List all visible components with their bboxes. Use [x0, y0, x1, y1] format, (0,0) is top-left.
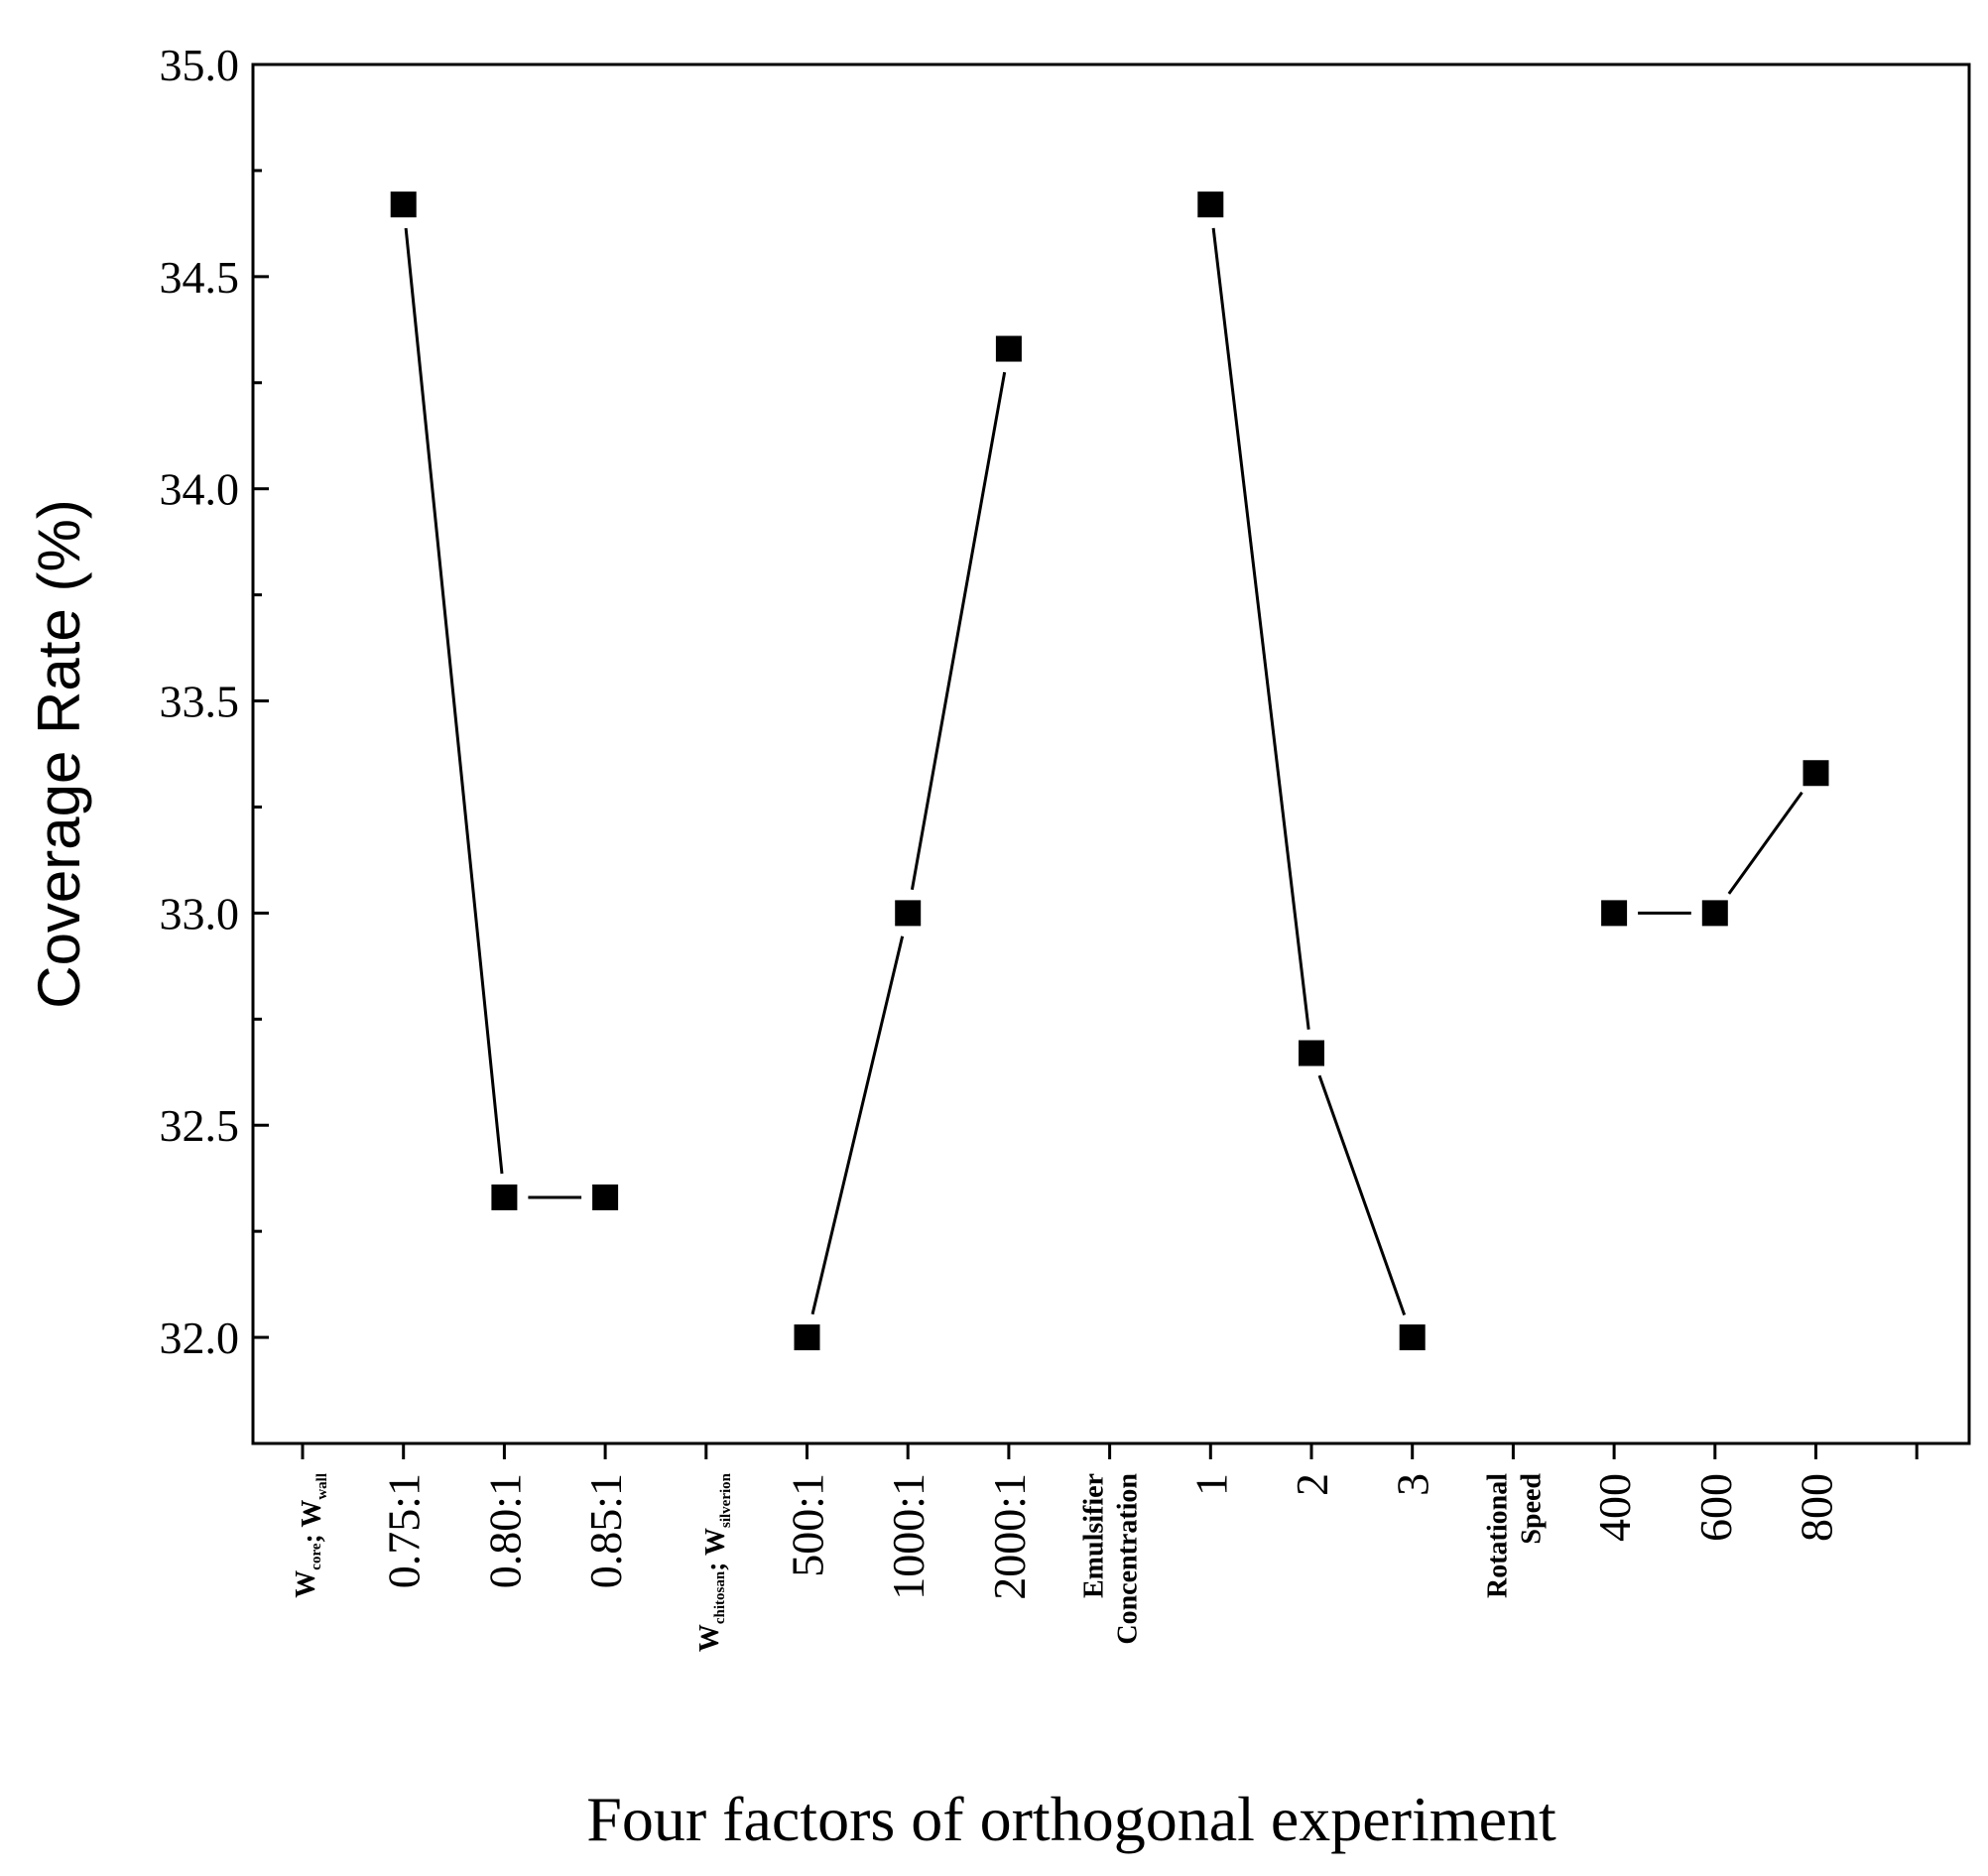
series-segment: [910, 371, 1007, 891]
data-point-marker: [390, 191, 417, 218]
x-axis: Wcore; Wwall 0.75:1 0.80:1 0.85:1 Wchitosan;…: [291, 1443, 1919, 1652]
x-tick-label: 2: [1287, 1473, 1337, 1496]
x-tick-label: 0.85:1: [580, 1473, 631, 1588]
series-segment: [810, 936, 905, 1315]
data-point-marker: [1802, 760, 1829, 787]
series-segment: [1211, 227, 1310, 1030]
x-tick-label: 500:1: [783, 1473, 833, 1577]
y-tick-label: 33.5: [160, 677, 240, 727]
data-point-marker: [592, 1184, 619, 1210]
x-tick-label: 600: [1690, 1473, 1741, 1542]
y-tick-label: 34.0: [160, 464, 240, 515]
y-tick-label: 34.5: [160, 252, 240, 303]
x-factor-label: Emulsifier: [1079, 1473, 1110, 1598]
y-tick-label: 32.5: [160, 1100, 240, 1151]
x-factor-label: Wcore; Wwall: [291, 1473, 330, 1598]
x-tick-label: 0.75:1: [379, 1473, 430, 1588]
series-segment: [1317, 1074, 1407, 1315]
x-tick-label: 0.80:1: [479, 1473, 530, 1588]
y-axis-title: Coverage Rate (%): [26, 499, 92, 1009]
x-factor-label: Concentration: [1113, 1473, 1144, 1645]
data-point-marker: [491, 1184, 518, 1210]
x-tick-label: 3: [1388, 1473, 1438, 1496]
x-factor-label: Wchitosan; Wsilverion: [694, 1472, 734, 1652]
x-factor-label: Rotational: [1482, 1473, 1513, 1598]
data-point-marker: [794, 1324, 820, 1351]
y-axis: 32.0 32.5 33.0 33.5 34.0 34.5 35.0: [160, 40, 269, 1363]
x-axis-title: Four factors of orthogonal experiment: [586, 1784, 1556, 1854]
plot-frame: [251, 63, 1971, 1445]
data-point-marker: [895, 900, 922, 927]
x-tick-label: 2000:1: [984, 1473, 1035, 1600]
x-tick-label: 1: [1185, 1473, 1236, 1496]
x-tick-label: 400: [1589, 1473, 1640, 1542]
data-point-marker: [1399, 1324, 1426, 1351]
data-point-marker: [995, 335, 1022, 362]
series-group: [390, 191, 1829, 1351]
y-tick-label: 32.0: [160, 1313, 240, 1363]
data-point-marker: [1601, 900, 1628, 927]
data-point-marker: [1701, 900, 1728, 927]
data-point-marker: [1299, 1040, 1324, 1066]
x-factor-label: Speed: [1516, 1473, 1547, 1545]
series-segment: [1727, 791, 1803, 895]
data-point-marker: [1197, 191, 1224, 218]
x-tick-label: 800: [1792, 1473, 1842, 1542]
y-tick-label: 35.0: [160, 40, 240, 90]
x-tick-label: 1000:1: [883, 1473, 933, 1600]
y-tick-label: 33.0: [160, 888, 240, 938]
series-segment: [404, 227, 504, 1175]
